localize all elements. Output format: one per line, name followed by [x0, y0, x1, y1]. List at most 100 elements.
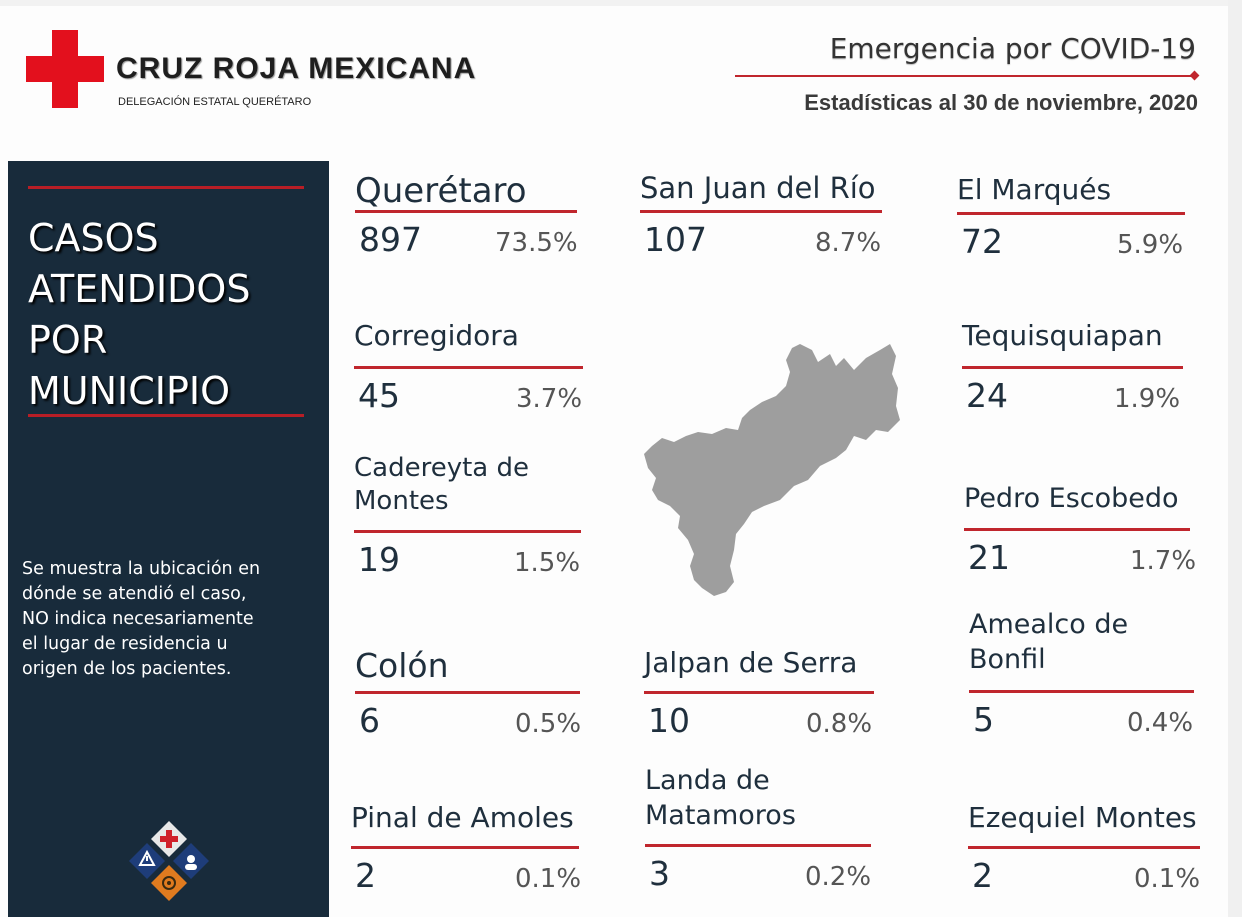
municipio-card: Ezequiel Montes 2 0.1%	[968, 800, 1200, 916]
divider-diamond-icon	[1189, 70, 1200, 81]
municipio-name: Pinal de Amoles	[351, 800, 574, 836]
red-cross-icon	[26, 30, 104, 108]
municipio-divider	[354, 530, 581, 533]
municipio-divider	[645, 844, 871, 847]
right-border	[1228, 0, 1242, 917]
municipio-name-line: Montes	[354, 486, 449, 517]
municipio-name: El Marqués	[957, 172, 1111, 208]
municipio-card: Pinal de Amoles 2 0.1%	[351, 800, 582, 916]
municipio-name-line: Pinal de Amoles	[351, 801, 574, 834]
municipio-divider	[957, 212, 1185, 215]
municipio-divider	[962, 366, 1183, 369]
sidebar-top-rule	[28, 186, 304, 189]
sidebar-title-line: ATENDIDOS	[28, 267, 251, 311]
municipio-percent: 8.7%	[815, 228, 882, 258]
municipio-card: Colón 6 0.5%	[355, 645, 582, 761]
queretaro-state-map-icon	[644, 344, 900, 596]
municipio-card: El Marqués 72 5.9%	[957, 172, 1185, 282]
municipio-divider	[969, 690, 1194, 693]
municipio-name: Amealco de Bonfil	[969, 608, 1128, 677]
municipio-percent: 5.9%	[1117, 230, 1184, 260]
municipio-divider	[355, 210, 577, 213]
sidebar-title: CASOS ATENDIDOS POR MUNICIPIO	[28, 213, 318, 417]
municipio-name: Tequisquiapan	[962, 318, 1163, 354]
municipio-count: 5	[973, 700, 994, 739]
municipio-divider	[351, 846, 579, 849]
municipio-divider	[355, 691, 580, 694]
municipio-card: Pedro Escobedo 21 1.7%	[964, 482, 1196, 598]
emergency-emblem-icon	[129, 821, 209, 901]
municipio-name: San Juan del Río	[640, 170, 876, 207]
municipio-card: Landa de Matamoros 3 0.2%	[645, 764, 871, 914]
municipio-count: 21	[968, 538, 1010, 577]
municipio-name-line: Ezequiel Montes	[968, 801, 1197, 834]
title-divider	[735, 75, 1193, 77]
municipio-card: Querétaro 897 73.5%	[355, 170, 578, 280]
page-title: Emergencia por COVID-19	[829, 32, 1196, 65]
municipio-count: 3	[649, 854, 670, 893]
municipio-divider	[640, 210, 882, 213]
municipio-percent: 0.4%	[1127, 708, 1194, 738]
municipio-card: Cadereyta de Montes 19 1.5%	[354, 452, 581, 600]
municipio-name: Colón	[355, 645, 449, 687]
municipio-percent: 3.7%	[516, 384, 583, 414]
sidebar-title-line: MUNICIPIO	[28, 369, 231, 413]
municipio-name: Cadereyta de Montes	[354, 452, 529, 519]
sidebar-title-line: POR	[28, 318, 108, 362]
note-line: dónde se atendió el caso,	[22, 584, 247, 604]
note-line: el lugar de residencia u	[22, 634, 228, 654]
municipio-count: 107	[644, 220, 707, 259]
municipio-percent: 0.2%	[805, 862, 872, 892]
municipio-percent: 0.1%	[1134, 864, 1201, 894]
municipio-count: 72	[961, 222, 1003, 261]
municipio-count: 2	[972, 856, 993, 895]
municipio-name-line: Amealco de	[969, 609, 1129, 640]
municipio-name: Querétaro	[355, 170, 527, 214]
municipio-name: Pedro Escobedo	[964, 482, 1179, 517]
municipio-divider	[964, 528, 1190, 531]
municipio-card: Jalpan de Serra 10 0.8%	[644, 645, 874, 761]
municipio-name-line: Landa de	[645, 765, 770, 796]
municipio-name-line: El Marqués	[957, 173, 1112, 206]
municipio-percent: 73.5%	[495, 228, 578, 258]
municipio-name-line: Tequisquiapan	[962, 319, 1163, 352]
municipio-name: Landa de Matamoros	[645, 764, 796, 833]
municipio-percent: 1.9%	[1114, 384, 1181, 414]
municipio-divider	[644, 691, 874, 694]
sidebar-note: Se muestra la ubicación en dónde se aten…	[22, 557, 322, 682]
note-line: Se muestra la ubicación en	[22, 559, 261, 579]
org-name: CRUZ ROJA MEXICANA	[116, 52, 477, 85]
municipio-name: Jalpan de Serra	[644, 645, 857, 681]
municipio-name-line: Colón	[355, 646, 449, 685]
sidebar-title-line: CASOS	[28, 216, 159, 260]
municipio-name-line: San Juan del Río	[640, 171, 876, 205]
municipio-count: 2	[355, 856, 376, 895]
municipio-percent: 1.5%	[514, 548, 581, 578]
municipio-card: Corregidora 45 3.7%	[354, 318, 583, 436]
sidebar-panel: CASOS ATENDIDOS POR MUNICIPIO Se muestra…	[8, 161, 329, 917]
municipio-divider	[354, 366, 583, 369]
municipio-name-line: Bonfil	[969, 643, 1046, 675]
municipio-name-line: Matamoros	[645, 799, 796, 831]
municipio-count: 45	[358, 376, 400, 415]
municipio-card: San Juan del Río 107 8.7%	[640, 170, 882, 280]
note-line: NO indica necesariamente	[22, 609, 254, 629]
municipio-percent: 0.8%	[806, 709, 873, 739]
municipio-percent: 0.1%	[515, 864, 582, 894]
municipio-percent: 1.7%	[1130, 546, 1197, 576]
municipio-count: 6	[359, 701, 380, 740]
note-line: origen de los pacientes.	[22, 659, 232, 679]
municipio-name-line: Cadereyta de	[354, 453, 529, 483]
org-subtitle: DELEGACIÓN ESTATAL QUERÉTARO	[118, 96, 312, 108]
municipio-name: Ezequiel Montes	[968, 800, 1197, 836]
top-border	[0, 0, 1242, 6]
municipio-count: 10	[648, 701, 690, 740]
municipio-percent: 0.5%	[515, 709, 582, 739]
municipio-count: 19	[358, 540, 400, 579]
municipio-name-line: Corregidora	[354, 319, 519, 352]
municipio-name-line: Jalpan de Serra	[644, 646, 858, 679]
municipio-name: Corregidora	[354, 318, 519, 354]
stats-date: Estadísticas al 30 de noviembre, 2020	[804, 90, 1198, 115]
sidebar-bottom-rule	[28, 414, 304, 417]
